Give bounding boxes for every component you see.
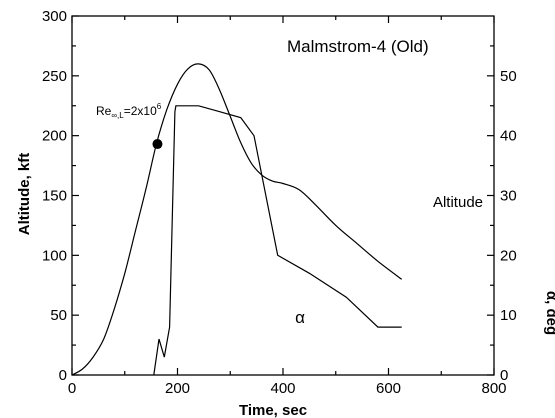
alpha-series-label: α: [295, 308, 305, 327]
x-axis-title: Time, sec: [239, 402, 307, 418]
reynolds-label-sub: ∞,L: [111, 111, 124, 120]
x-tick-label: 400: [270, 380, 295, 397]
alpha-series-line: [153, 105, 402, 376]
y2-tick-label: 20: [500, 247, 517, 264]
altitude-series-label: Altitude: [433, 194, 483, 211]
reynolds-label-exp: 6: [157, 102, 162, 111]
x-tick-label: 600: [376, 380, 401, 397]
y-tick-label: 150: [42, 188, 67, 205]
y-tick-label: 100: [42, 247, 67, 264]
reynolds-label: Re∞,L=2x106: [96, 102, 162, 120]
y2-tick-label: 30: [500, 188, 517, 205]
y-tick-label: 0: [59, 367, 67, 384]
reynolds-label-base: Re: [96, 104, 112, 118]
y-tick-label: 250: [42, 68, 67, 85]
y2-tick-label: 40: [500, 128, 517, 145]
y2-tick-label: 50: [500, 68, 517, 85]
y-axis-title: Altitude, kft: [16, 153, 33, 236]
y2-tick-label: 10: [500, 307, 517, 324]
altitude-series-line: [71, 63, 403, 376]
x-tick-label: 200: [165, 380, 190, 397]
y-tick-label: 300: [42, 8, 67, 25]
x-tick-label: 800: [481, 380, 506, 397]
plot-frame: [71, 15, 495, 376]
tick-labels: 0 200 400 600 800050100150200250300010203040…: [42, 8, 517, 397]
y-tick-label: 50: [50, 307, 67, 324]
y2-axis-title: α, deg: [543, 291, 555, 335]
reynolds-marker: [152, 139, 163, 150]
chart-title: Malmstrom-4 (Old): [287, 37, 429, 56]
reynolds-label-eq: =2x10: [124, 104, 157, 118]
y-tick-label: 200: [42, 128, 67, 145]
axis-ticks: [71, 15, 495, 376]
x-tick-label: 0: [68, 380, 76, 397]
y2-tick-label: 0: [500, 367, 508, 384]
